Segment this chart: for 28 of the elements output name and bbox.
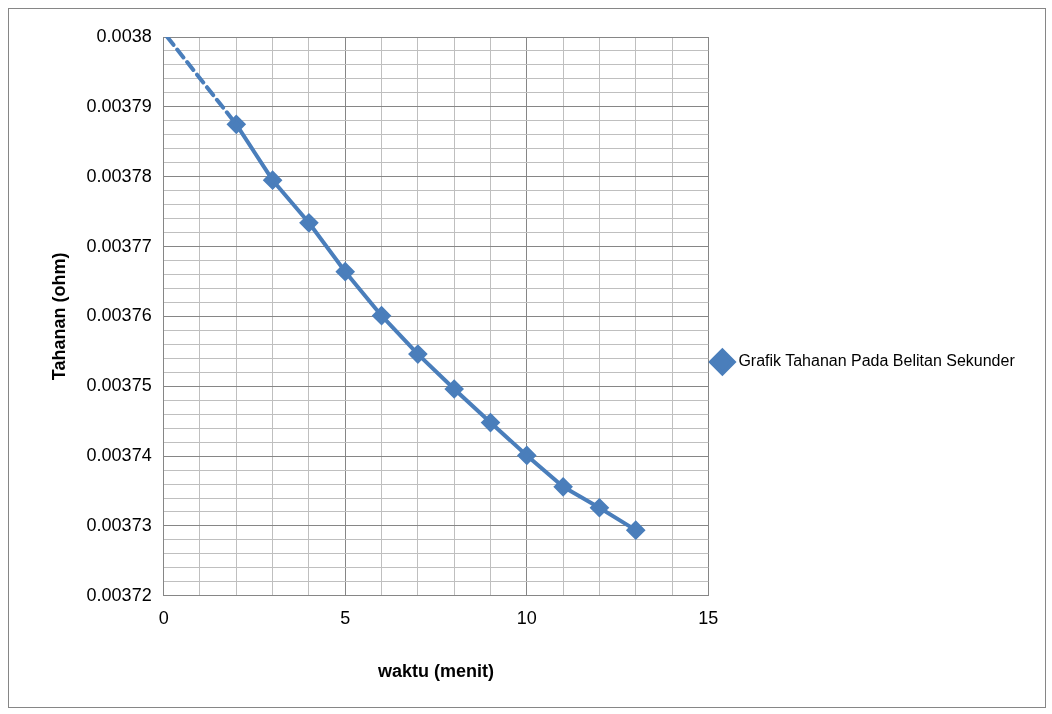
y-tick-label: 0.00374 [86,445,152,466]
point [227,115,246,134]
point [590,498,609,517]
point [481,413,500,432]
point [299,213,318,232]
y-tick-label: 0.0038 [96,25,152,46]
point [336,262,355,281]
y-axis-title: Tahanan (ohm) [48,252,69,381]
x-tick-label: 5 [340,607,351,628]
y-tick-label: 0.00379 [86,95,152,116]
point [517,446,536,465]
point [445,380,464,399]
point [263,171,282,190]
point [408,345,427,364]
x-tick-label: 0 [158,607,169,628]
y-tick-label: 0.00376 [86,305,152,326]
y-tick-label: 0.00377 [86,235,152,256]
legend-label: Grafik Tahanan Pada Belitan Sekunder [738,352,1016,370]
y-tick-label: 0.00373 [86,514,152,535]
point [626,521,645,540]
x-tick-label: 10 [516,607,537,628]
y-tick-label: 0.00378 [86,165,152,186]
y-tick-label: 0.00375 [86,375,152,396]
y-tick-label: 0.00372 [86,584,152,605]
point [372,306,391,325]
x-tick-label: 15 [698,607,719,628]
point [554,477,573,496]
x-axis-title: waktu (menit) [377,661,495,682]
